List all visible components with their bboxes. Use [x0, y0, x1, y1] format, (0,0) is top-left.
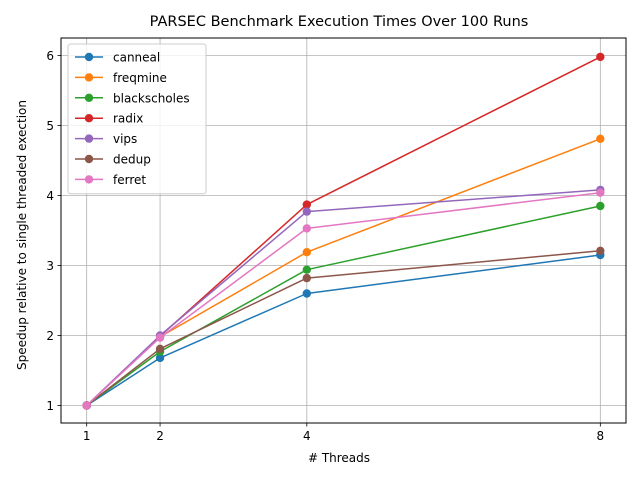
series-line-ferret	[86, 191, 601, 407]
y-tick-label: 6	[46, 49, 54, 63]
legend-label: blackscholes	[113, 91, 190, 105]
legend-marker	[84, 114, 94, 123]
x-tick-label: 8	[596, 429, 604, 443]
series-line-dedup	[86, 250, 601, 407]
plot-frame	[60, 37, 627, 424]
data-point-radix	[596, 52, 605, 62]
legend-label: vips	[113, 132, 137, 146]
data-point-dedup	[596, 246, 605, 255]
y-tick-label: 1	[46, 399, 54, 413]
legend: canneal freqmine blackscholes radix vips dedu…	[67, 43, 207, 195]
legend-label: canneal	[113, 51, 160, 65]
data-point-ferret	[82, 401, 91, 410]
legend-label: dedup	[113, 153, 151, 167]
y-tick-label: 2	[46, 329, 54, 343]
legend-box	[67, 43, 207, 195]
data-point-ferret	[302, 224, 312, 233]
data-point-ferret	[155, 333, 165, 342]
legend-item-blackscholes: blackscholes	[75, 91, 190, 105]
legend-item-vips: vips	[75, 132, 137, 146]
legend-marker	[84, 52, 94, 62]
y-tick-label: 4	[46, 189, 54, 203]
x-tick-label: 1	[83, 429, 91, 443]
data-point-freqmine	[302, 248, 312, 257]
legend-label: ferret	[113, 173, 146, 187]
x-tick-label: 4	[303, 429, 311, 443]
legend-marker	[84, 154, 94, 164]
legend-marker	[84, 93, 94, 103]
series-line-vips	[86, 189, 601, 407]
legend-item-freqmine: freqmine	[75, 71, 167, 85]
x-axis-label: # Threads	[308, 451, 370, 465]
data-point-blackscholes	[596, 201, 605, 211]
series-line-canneal	[86, 254, 601, 407]
y-tick-label: 5	[46, 119, 54, 133]
legend-marker	[84, 73, 94, 82]
y-axis-label: Speedup relative to single threaded exec…	[15, 100, 29, 370]
data-point-canneal	[302, 289, 312, 298]
legend-label: freqmine	[113, 71, 167, 85]
legend-item-dedup: dedup	[75, 153, 151, 167]
data-point-vips	[302, 207, 312, 216]
data-point-ferret	[596, 188, 605, 197]
series-line-blackscholes	[86, 205, 601, 407]
series-ferret	[82, 188, 605, 410]
legend-item-canneal: canneal	[75, 51, 160, 65]
data-point-dedup	[302, 273, 312, 283]
chart-title: PARSEC Benchmark Execution Times Over 10…	[150, 14, 529, 30]
series-layer	[82, 52, 605, 410]
y-tick-label: 3	[46, 259, 54, 273]
legend-item-radix: radix	[75, 112, 143, 126]
data-point-radix	[302, 200, 312, 209]
legend-marker	[84, 175, 94, 184]
legend-label: radix	[113, 112, 143, 126]
data-point-canneal	[155, 353, 165, 363]
data-point-dedup	[155, 344, 165, 353]
data-point-blackscholes	[302, 265, 312, 274]
legend-item-ferret: ferret	[75, 173, 146, 187]
legend-marker	[84, 134, 94, 143]
x-tick-label: 2	[156, 429, 164, 443]
data-point-freqmine	[596, 134, 605, 143]
